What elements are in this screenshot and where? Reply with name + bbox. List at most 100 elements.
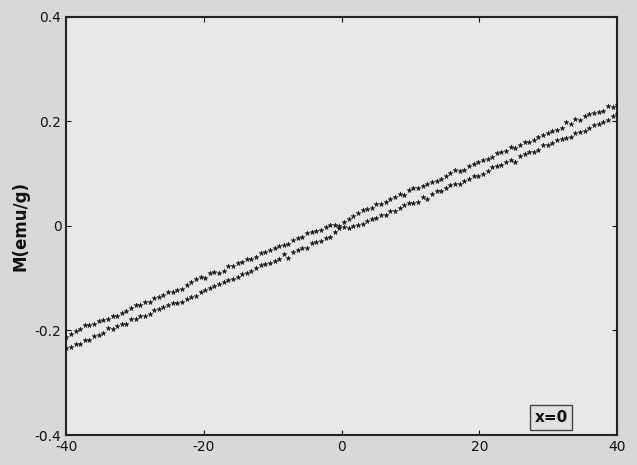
Point <box>547 140 557 147</box>
Point <box>399 201 410 209</box>
Point <box>131 301 141 309</box>
Point <box>561 118 571 126</box>
Point <box>108 312 118 319</box>
Point <box>598 119 608 126</box>
Point <box>459 177 469 185</box>
Point <box>311 238 321 246</box>
Point <box>269 257 280 265</box>
Point <box>126 316 136 323</box>
Point <box>191 292 201 299</box>
Point <box>233 259 243 266</box>
Point <box>413 198 423 206</box>
Point <box>210 282 220 289</box>
Point <box>357 206 368 214</box>
Point <box>603 116 613 124</box>
Point <box>506 156 516 164</box>
Point <box>580 112 590 120</box>
Point <box>159 303 169 311</box>
Point <box>251 253 261 260</box>
Point <box>524 138 534 146</box>
Point <box>94 317 104 325</box>
Point <box>306 228 317 235</box>
Point <box>436 176 447 183</box>
Point <box>418 182 428 189</box>
Point <box>186 294 196 301</box>
Point <box>196 274 206 281</box>
Point <box>533 146 543 154</box>
Point <box>283 254 294 261</box>
Point <box>218 279 229 286</box>
Point <box>348 212 359 219</box>
Point <box>353 221 363 228</box>
Point <box>469 161 479 168</box>
Point <box>612 111 622 118</box>
Point <box>380 199 390 206</box>
Point <box>455 180 465 187</box>
Point <box>237 270 247 278</box>
Point <box>292 246 303 254</box>
Point <box>371 214 382 221</box>
Point <box>385 195 396 203</box>
Point <box>473 173 483 180</box>
Point <box>274 243 284 250</box>
Point <box>71 327 81 334</box>
Point <box>529 148 539 156</box>
Point <box>598 107 608 114</box>
Point <box>297 244 308 252</box>
Point <box>367 215 377 222</box>
Y-axis label: M(emu/g): M(emu/g) <box>11 181 29 271</box>
Point <box>394 190 404 198</box>
Point <box>441 184 451 192</box>
Point <box>320 223 331 231</box>
Point <box>570 130 580 137</box>
Point <box>566 133 576 141</box>
Point <box>445 170 455 177</box>
Point <box>404 199 414 206</box>
Point <box>117 309 127 317</box>
Point <box>543 129 553 137</box>
Point <box>376 200 386 208</box>
Point <box>362 218 372 225</box>
Point <box>89 333 99 340</box>
Point <box>214 280 224 288</box>
Point <box>223 262 233 270</box>
Point <box>172 299 182 306</box>
Point <box>71 340 81 348</box>
Point <box>330 221 340 229</box>
Point <box>427 190 437 198</box>
Point <box>149 295 159 302</box>
Text: x=0: x=0 <box>534 410 568 425</box>
Point <box>492 162 502 170</box>
Point <box>357 220 368 228</box>
Point <box>538 131 548 139</box>
Point <box>154 293 164 301</box>
Point <box>422 195 433 202</box>
Point <box>320 234 331 242</box>
Point <box>496 161 506 168</box>
Point <box>274 255 284 262</box>
Point <box>487 164 497 171</box>
Point <box>408 184 419 191</box>
Point <box>135 302 145 309</box>
Point <box>353 209 363 216</box>
Point <box>385 207 396 215</box>
Point <box>204 284 215 292</box>
Point <box>594 121 604 128</box>
Point <box>441 172 451 179</box>
Point <box>269 245 280 252</box>
Point <box>603 103 613 110</box>
Point <box>61 333 71 341</box>
Point <box>450 180 460 188</box>
Point <box>66 343 76 351</box>
Point <box>408 199 419 207</box>
Point <box>445 182 455 189</box>
Point <box>84 336 94 344</box>
Point <box>334 225 345 232</box>
Point <box>339 219 349 226</box>
Point <box>482 167 492 174</box>
Point <box>570 116 580 123</box>
Point <box>459 166 469 174</box>
Point <box>325 233 335 240</box>
Point <box>496 148 506 156</box>
Point <box>371 200 382 207</box>
